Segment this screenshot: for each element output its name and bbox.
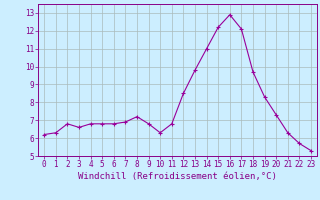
X-axis label: Windchill (Refroidissement éolien,°C): Windchill (Refroidissement éolien,°C): [78, 172, 277, 181]
